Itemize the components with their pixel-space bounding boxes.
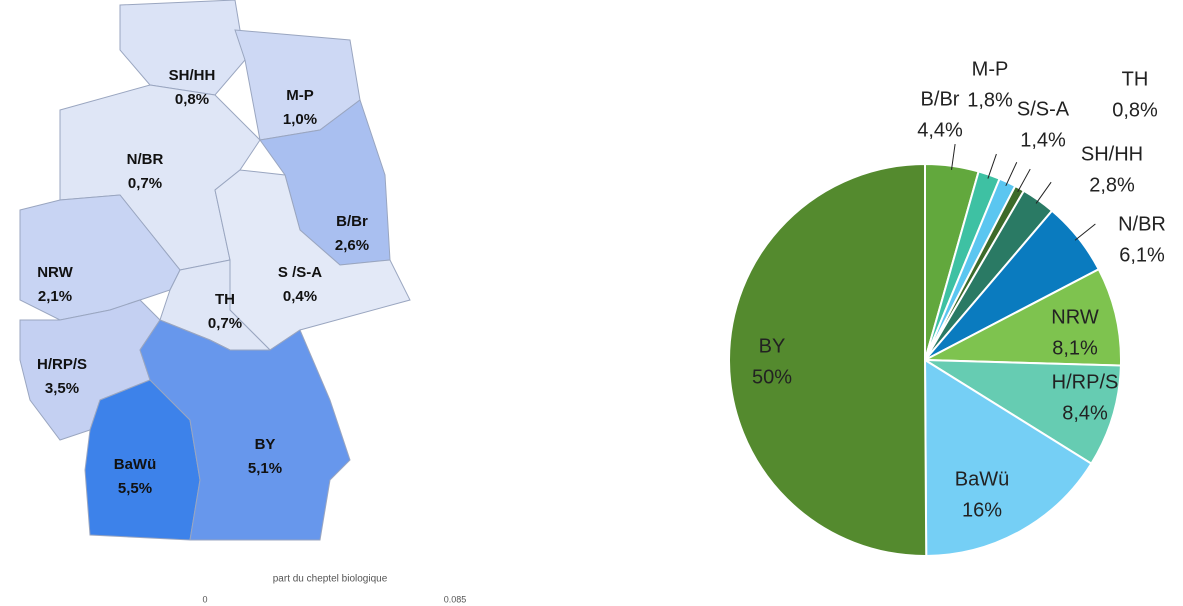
slice-value: 6,1% (1119, 244, 1165, 266)
leader-line (1074, 223, 1096, 241)
slice-label: NRW (1051, 306, 1099, 328)
region-label: B/Br (336, 213, 368, 230)
slice-label: M-P (972, 58, 1009, 80)
slice-label: SH/HH (1081, 143, 1143, 165)
slice-label: B/Br (921, 88, 960, 110)
region-label: SH/HH (169, 67, 216, 84)
colorbar-title: part du cheptel biologique (273, 574, 388, 585)
leader-line (1035, 181, 1052, 204)
slice-value: 4,4% (917, 119, 963, 141)
slice-value: 8,4% (1062, 402, 1108, 424)
region-label: S /S-A (278, 264, 322, 281)
region-label: BY (255, 436, 276, 453)
slice-label: TH (1122, 68, 1149, 90)
map-region (139, 319, 351, 541)
region-value: 0,4% (283, 288, 317, 305)
pie-slice (921, 267, 1122, 367)
leader-line (987, 153, 997, 179)
pie-slice (923, 358, 1093, 558)
leader-line (1017, 168, 1031, 193)
slice-label: N/BR (1118, 213, 1166, 235)
region-value: 0,7% (128, 175, 162, 192)
region-value: 2,6% (335, 237, 369, 254)
colorbar-tick-label: 0 (202, 594, 207, 604)
slice-value: 50% (752, 366, 792, 388)
slice-label: S/S-A (1017, 98, 1070, 120)
slice-value: 2,8% (1089, 174, 1135, 196)
leader-line (1005, 162, 1018, 187)
region-value: 0,7% (208, 315, 242, 332)
region-value: 0,8% (175, 91, 209, 108)
region-label: M-P (286, 87, 314, 104)
region-label: BaWü (114, 456, 157, 473)
region-value: 5,1% (248, 460, 282, 477)
region-label: N/BR (127, 151, 164, 168)
slice-label: BaWü (955, 468, 1009, 490)
region-value: 3,5% (45, 380, 79, 397)
pie-slice (921, 358, 1122, 466)
slice-value: 16% (962, 499, 1002, 521)
slice-label: H/RP/S (1052, 371, 1119, 393)
leader-line (951, 144, 956, 170)
slice-value: 0,8% (1112, 99, 1158, 121)
region-label: NRW (37, 264, 73, 281)
pie-slice (728, 162, 928, 557)
slice-label: BY (759, 335, 786, 357)
region-label: H/RP/S (37, 356, 87, 373)
region-value: 1,0% (283, 111, 317, 128)
region-value: 5,5% (118, 480, 152, 497)
slice-value: 8,1% (1052, 337, 1098, 359)
slice-value: 1,4% (1020, 129, 1066, 151)
region-value: 2,1% (38, 288, 72, 305)
region-label: TH (215, 291, 235, 308)
slice-value: 1,8% (967, 89, 1013, 111)
colorbar-tick-label: 0.085 (444, 594, 467, 604)
